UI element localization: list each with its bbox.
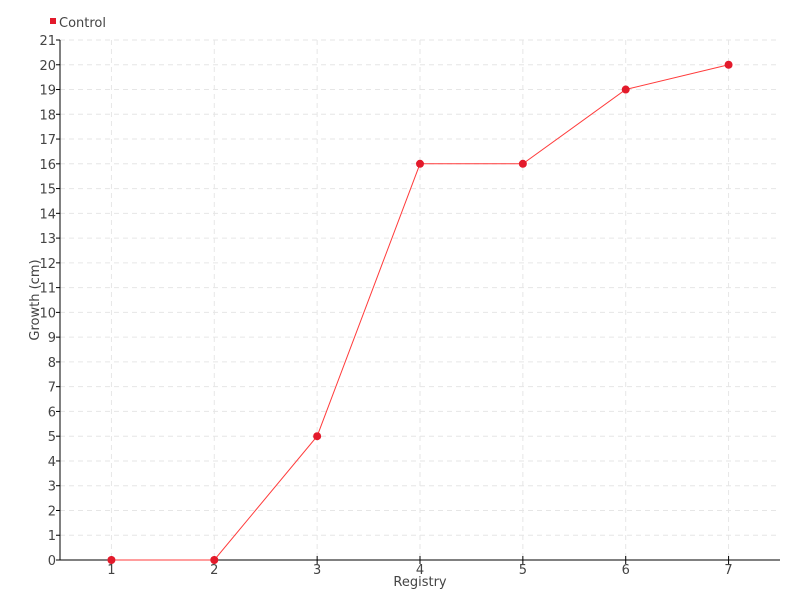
data-point bbox=[416, 159, 424, 168]
x-tick-label: 4 bbox=[416, 563, 424, 578]
x-tick-label: 1 bbox=[107, 563, 115, 578]
x-tick-label: 7 bbox=[724, 563, 732, 578]
data-point bbox=[210, 556, 219, 564]
series bbox=[107, 60, 733, 564]
y-tick-label: 1 bbox=[48, 529, 56, 544]
y-tick-label: 2 bbox=[48, 504, 56, 519]
data-point bbox=[621, 85, 630, 94]
y-tick-label: 4 bbox=[48, 455, 56, 470]
x-tick-label: 6 bbox=[622, 563, 630, 578]
y-tick-label: 6 bbox=[48, 405, 56, 420]
y-axis-label: Growth (cm) bbox=[28, 259, 43, 340]
grid bbox=[60, 39, 780, 560]
y-tick-label: 8 bbox=[48, 356, 56, 371]
y-tick-label: 3 bbox=[48, 480, 56, 495]
x-axis-label: Registry bbox=[393, 575, 447, 590]
y-tick-label: 11 bbox=[39, 282, 56, 297]
y-tick-label: 7 bbox=[48, 381, 56, 396]
legend: Control bbox=[50, 16, 106, 31]
legend-swatch bbox=[50, 18, 56, 24]
y-tick-label: 5 bbox=[48, 430, 56, 445]
y-tick-label: 18 bbox=[39, 108, 56, 123]
x-tick-label: 3 bbox=[313, 563, 321, 578]
y-tick-label: 17 bbox=[39, 133, 56, 148]
y-tick-label: 21 bbox=[39, 34, 56, 49]
y-tick-label: 12 bbox=[39, 257, 56, 272]
y-tick-label: 0 bbox=[48, 554, 56, 569]
data-point bbox=[518, 159, 527, 168]
data-point bbox=[313, 432, 322, 441]
y-tick-label: 20 bbox=[39, 59, 56, 74]
y-tick-label: 19 bbox=[39, 84, 56, 99]
y-tick-label: 16 bbox=[39, 158, 56, 173]
y-tick-label: 10 bbox=[39, 306, 56, 321]
y-tick-label: 15 bbox=[39, 183, 56, 198]
data-point bbox=[107, 556, 116, 564]
y-tick-label: 13 bbox=[39, 232, 56, 247]
legend-label: Control bbox=[59, 16, 106, 31]
x-tick-label: 2 bbox=[210, 563, 218, 578]
y-tick-label: 9 bbox=[48, 331, 56, 346]
y-tick-label: 14 bbox=[39, 207, 56, 222]
data-point bbox=[724, 60, 733, 69]
x-tick-label: 5 bbox=[519, 563, 527, 578]
